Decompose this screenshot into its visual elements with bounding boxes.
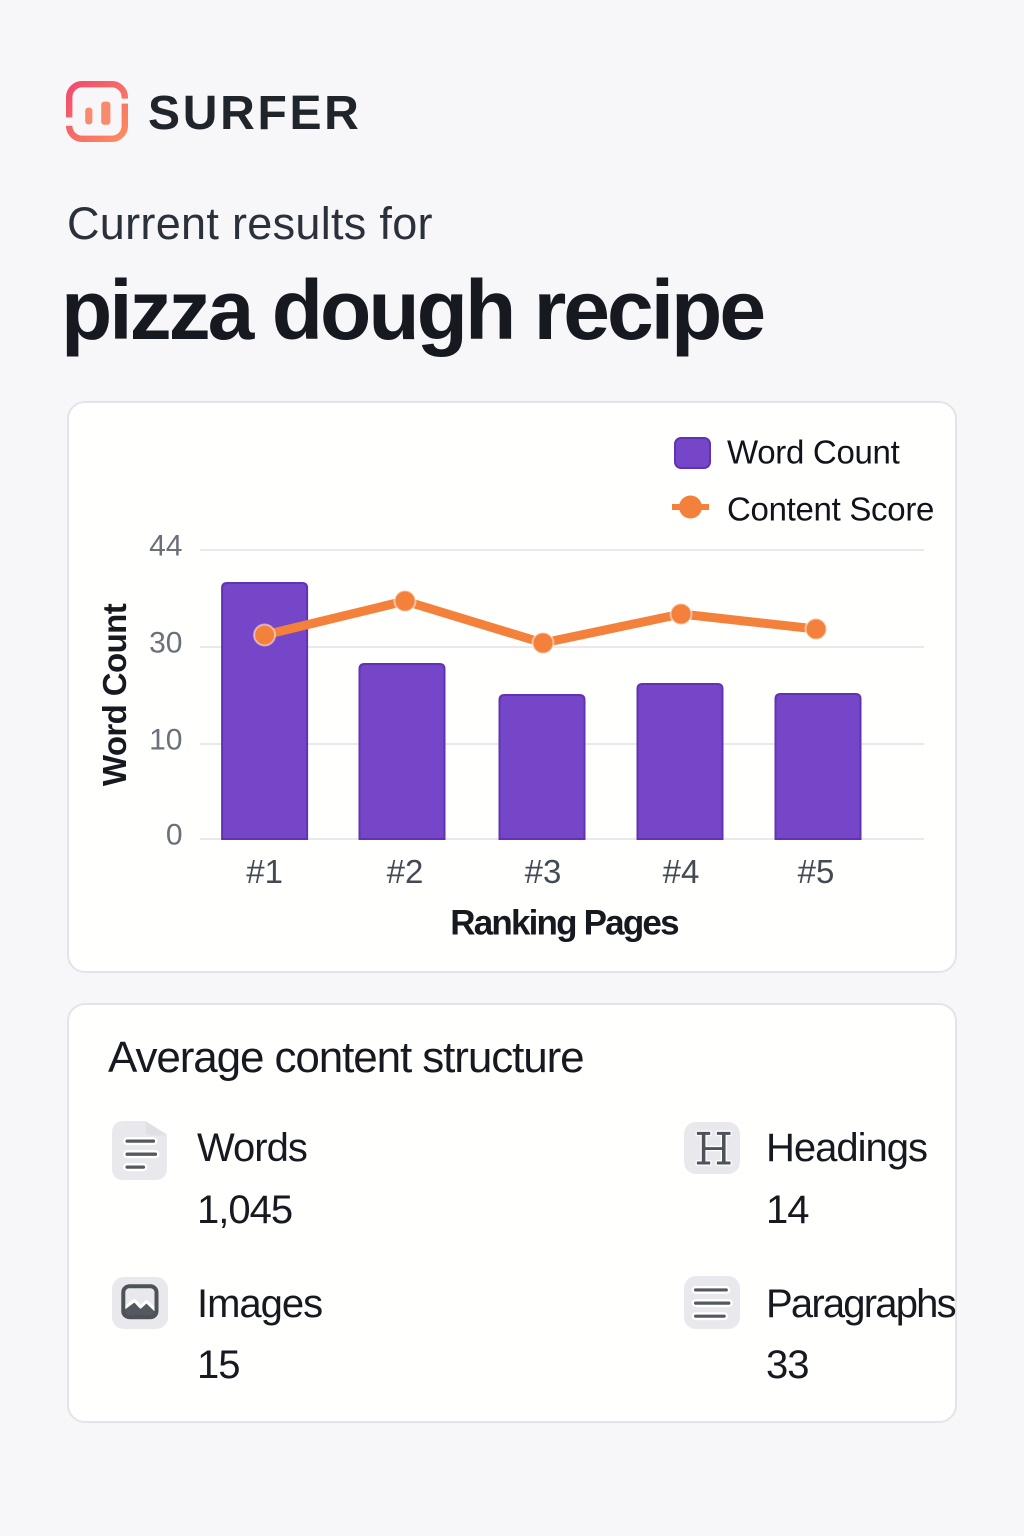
svg-text:Ranking Pages: Ranking Pages <box>450 904 679 943</box>
svg-text:#4: #4 <box>663 853 700 890</box>
svg-text:30: 30 <box>149 627 182 660</box>
svg-text:Word Count: Word Count <box>96 603 133 786</box>
svg-text:#1: #1 <box>246 853 283 890</box>
svg-text:#2: #2 <box>387 853 424 890</box>
svg-text:10: 10 <box>149 724 182 757</box>
svg-text:Word Count: Word Count <box>727 434 900 471</box>
svg-text:Content Score: Content Score <box>727 491 934 528</box>
svg-text:#5: #5 <box>798 853 835 890</box>
svg-text:0: 0 <box>166 819 183 852</box>
svg-text:44: 44 <box>149 530 182 563</box>
svg-text:#3: #3 <box>525 853 562 890</box>
